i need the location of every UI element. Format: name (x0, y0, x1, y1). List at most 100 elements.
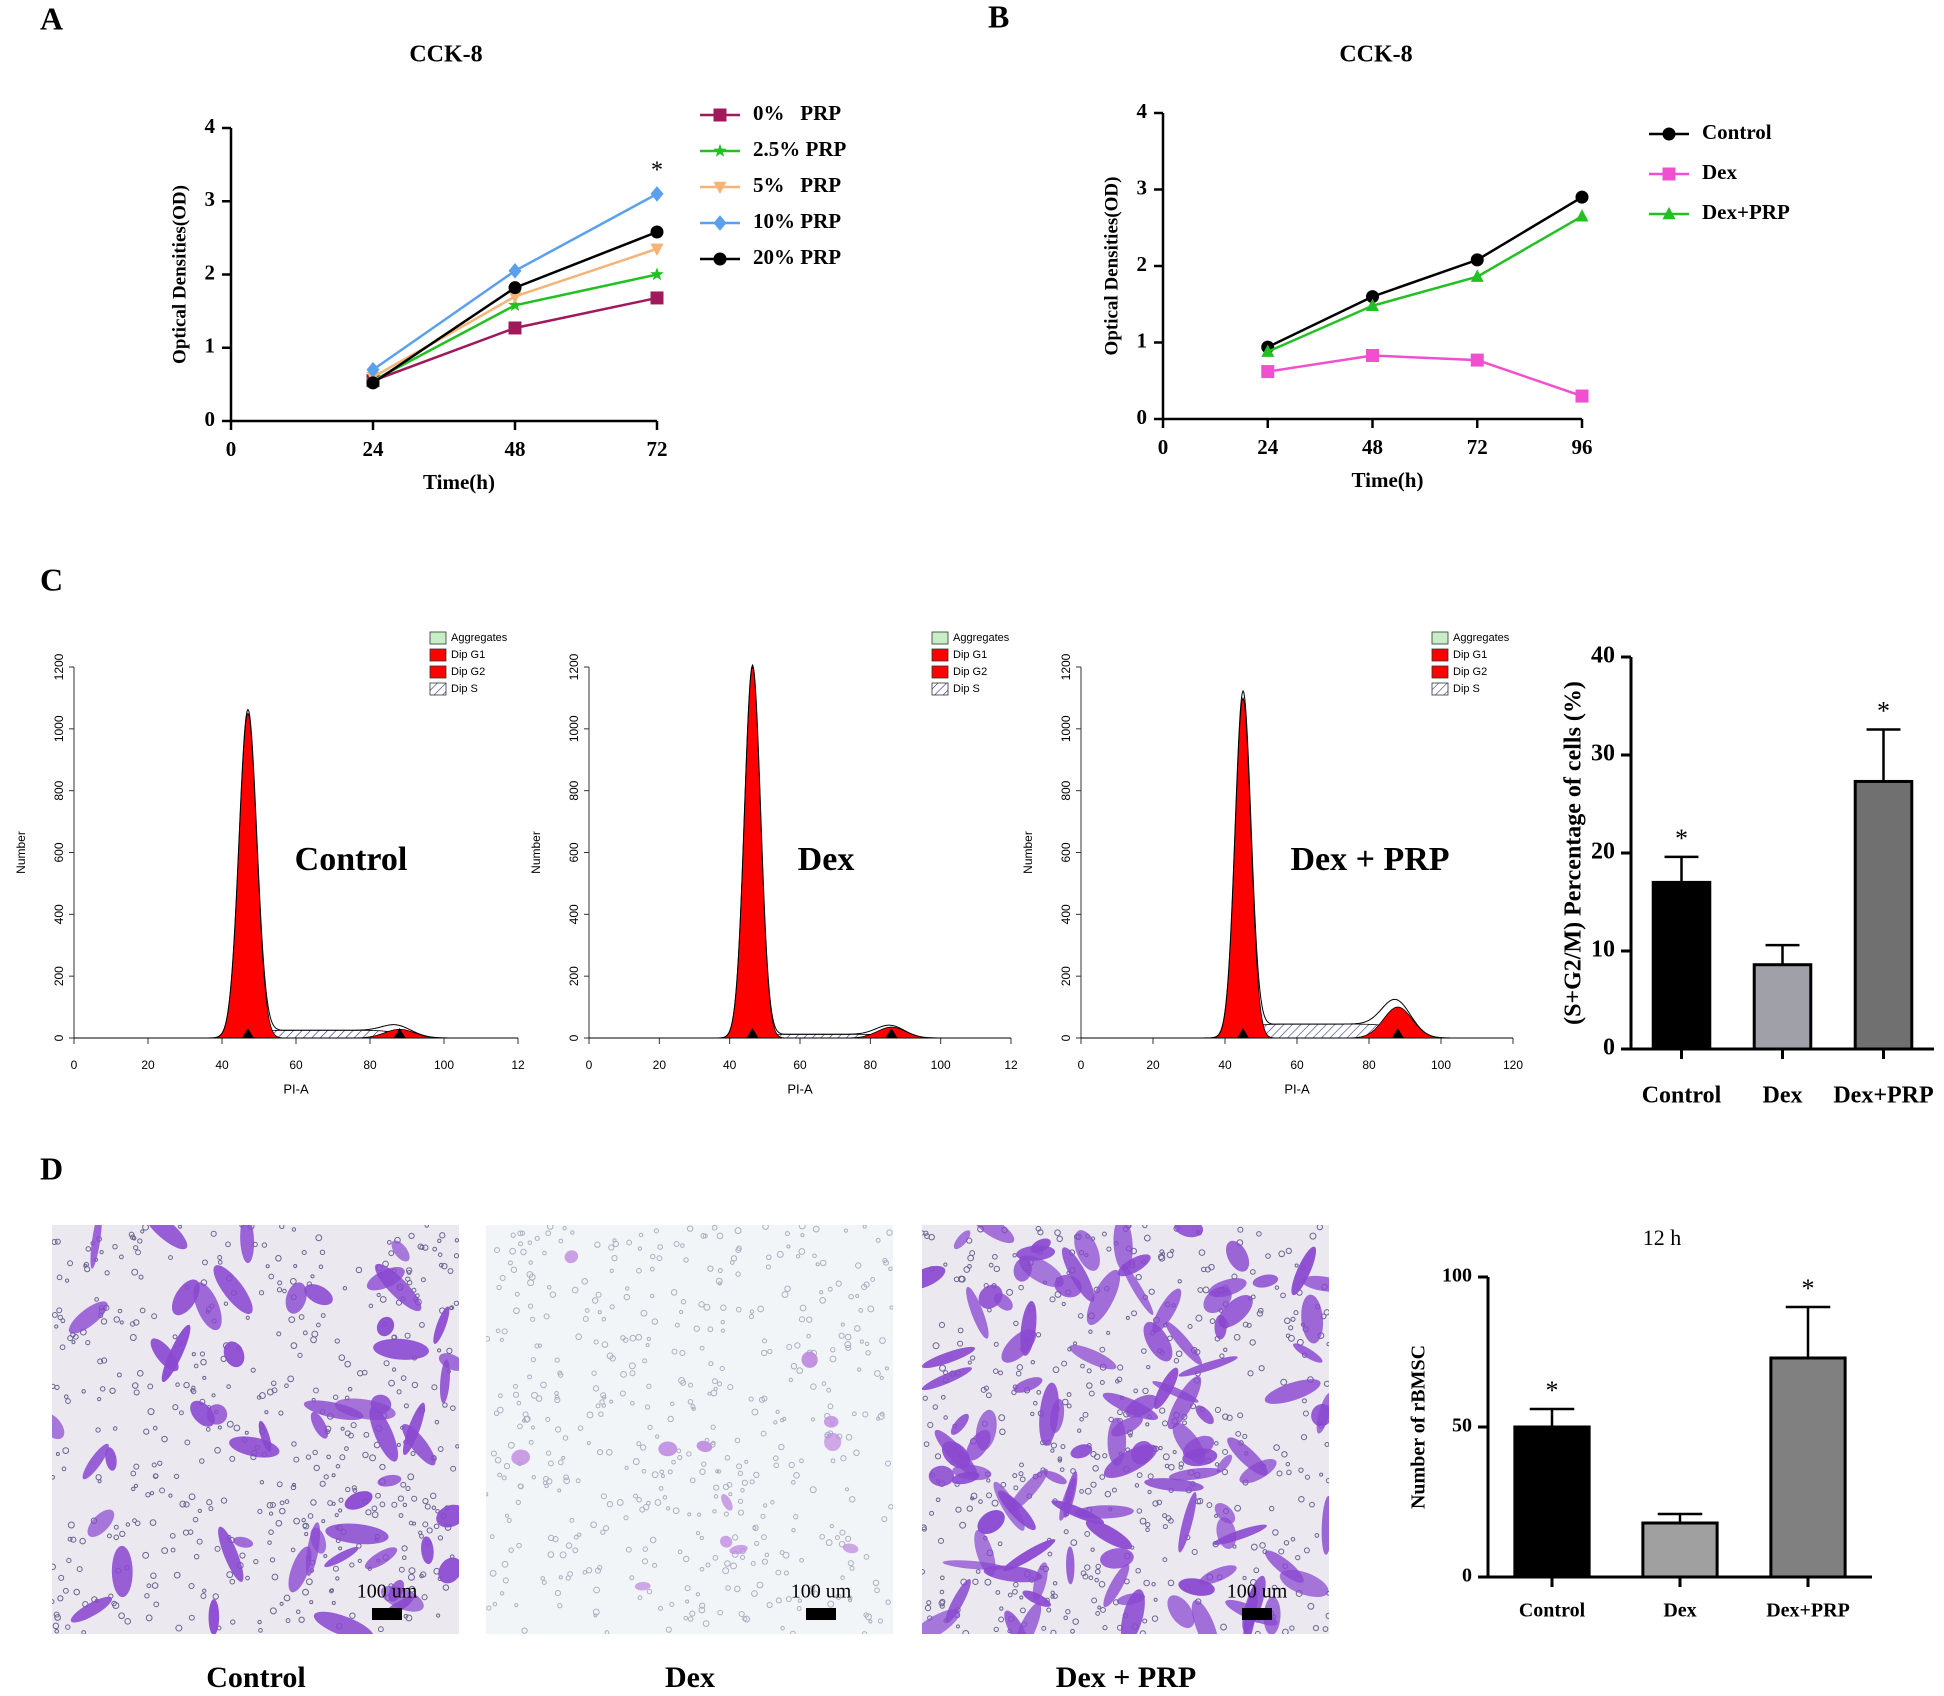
pore (396, 1442, 401, 1447)
x-tick-label: 0 (586, 1058, 593, 1072)
pore (670, 1401, 675, 1407)
pore (1094, 1568, 1101, 1575)
pore (1056, 1235, 1063, 1243)
pore (998, 1414, 1006, 1422)
pore (67, 1260, 74, 1267)
pore (1301, 1398, 1307, 1404)
pore (656, 1255, 663, 1262)
pore (702, 1233, 708, 1239)
pore (707, 1326, 714, 1333)
pore (547, 1460, 554, 1467)
pore (845, 1344, 852, 1351)
pore (1326, 1341, 1329, 1347)
stained-cell (977, 1510, 1005, 1535)
pore (1282, 1628, 1289, 1634)
pore (319, 1480, 326, 1487)
bar (1651, 880, 1712, 1051)
pore (104, 1270, 110, 1276)
pore (1151, 1615, 1159, 1622)
pore (557, 1488, 562, 1493)
y-tick-label: 1200 (1059, 653, 1073, 680)
pore (1303, 1547, 1310, 1554)
pore (722, 1567, 730, 1575)
pore (826, 1387, 832, 1393)
pore (838, 1540, 846, 1548)
pore (612, 1238, 617, 1243)
stained-cell (1120, 1589, 1145, 1634)
pore (545, 1416, 551, 1422)
pore (863, 1554, 870, 1560)
pore (957, 1327, 964, 1334)
x-tick-label: 40 (1218, 1058, 1232, 1072)
pore (546, 1478, 553, 1485)
data-point (508, 263, 522, 279)
pore (879, 1375, 884, 1381)
pore (764, 1552, 770, 1558)
stained-cell (193, 1282, 222, 1331)
stained-cell (344, 1491, 373, 1510)
pore (225, 1241, 231, 1248)
sample-label: Dex (798, 841, 855, 878)
pore (502, 1577, 509, 1584)
stained-cell (90, 1225, 102, 1269)
stained-cell (1020, 1300, 1037, 1356)
pore (349, 1562, 355, 1568)
data-point (650, 243, 664, 257)
pore (620, 1335, 626, 1341)
significance-mark: * (1675, 824, 1688, 853)
stained-cell (1264, 1379, 1321, 1404)
pore (554, 1426, 562, 1433)
y-tick-label: 3 (205, 187, 216, 211)
stained-cell (1074, 1230, 1100, 1271)
pore (545, 1450, 552, 1456)
pore (297, 1352, 303, 1358)
pore (1280, 1378, 1288, 1386)
pore (342, 1286, 348, 1291)
pore (424, 1225, 430, 1228)
pore (985, 1392, 992, 1399)
pore (713, 1484, 720, 1491)
pore (1136, 1472, 1143, 1478)
x-tick-label: 120 (1503, 1058, 1523, 1072)
pore (810, 1590, 815, 1595)
pore (857, 1367, 862, 1372)
pore (590, 1521, 597, 1529)
pore (970, 1496, 975, 1501)
stained-cell (68, 1301, 108, 1334)
pore (879, 1411, 885, 1417)
pore (441, 1262, 448, 1270)
data-point (366, 376, 380, 390)
series-line (1267, 354, 1583, 398)
pore (81, 1389, 86, 1394)
pore (266, 1388, 274, 1396)
pore (794, 1342, 801, 1349)
stained-cell (928, 1465, 955, 1487)
pore (116, 1372, 122, 1378)
pore (52, 1383, 56, 1390)
pore (862, 1411, 869, 1418)
pore (1030, 1411, 1035, 1417)
pore (442, 1402, 448, 1408)
pore (302, 1588, 309, 1596)
legend-marker (713, 252, 727, 266)
pore (699, 1602, 706, 1609)
pore (554, 1396, 561, 1404)
pore (673, 1241, 680, 1248)
pore (1214, 1406, 1221, 1414)
stained-cell (374, 1263, 422, 1312)
pore (321, 1519, 326, 1524)
pore (277, 1280, 283, 1286)
pore (504, 1513, 510, 1518)
pore (190, 1388, 195, 1393)
y-axis-label: Optical Densities(OD) (169, 185, 190, 364)
pore (279, 1601, 284, 1606)
pore (1290, 1316, 1296, 1322)
pore (1054, 1229, 1061, 1236)
pore (939, 1589, 945, 1595)
pore (1173, 1358, 1180, 1364)
y-tick-label: 0 (1462, 1565, 1472, 1587)
pore (1143, 1579, 1150, 1587)
pore (129, 1334, 137, 1341)
pore (85, 1339, 91, 1346)
pore (131, 1236, 137, 1241)
